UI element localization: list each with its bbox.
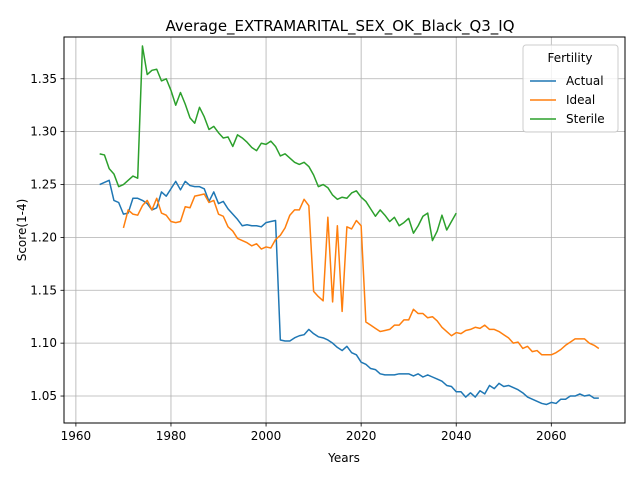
- x-axis-label: Years: [327, 451, 360, 465]
- x-tick-label: 2060: [536, 429, 567, 443]
- y-tick-label: 1.35: [30, 72, 57, 86]
- y-axis: 1.05 1.10 1.15 1.20 1.25 1.30 1.35: [30, 72, 64, 403]
- y-tick-label: 1.10: [30, 336, 57, 350]
- legend-label-actual: Actual: [566, 74, 604, 88]
- y-tick-label: 1.05: [30, 389, 57, 403]
- y-tick-label: 1.25: [30, 178, 57, 192]
- x-tick-label: 2000: [251, 429, 282, 443]
- legend-label-ideal: Ideal: [566, 93, 595, 107]
- x-axis: 1960 1980 2000 2020 2040 2060: [61, 423, 567, 443]
- legend-title: Fertility: [547, 51, 592, 65]
- legend-box: [522, 44, 619, 133]
- y-tick-label: 1.30: [30, 125, 57, 139]
- series-line-ideal: [122, 193, 600, 356]
- x-tick-label: 2040: [441, 429, 472, 443]
- series-line-actual: [99, 179, 599, 406]
- plot-frame: [63, 36, 626, 424]
- y-tick-label: 1.15: [30, 283, 57, 297]
- x-tick-label: 1980: [156, 429, 187, 443]
- grid: [64, 37, 625, 423]
- y-tick-label: 1.20: [30, 230, 57, 244]
- x-tick-label: 1960: [61, 429, 92, 443]
- chart-title: Average_EXTRAMARITAL_SEX_OK_Black_Q3_IQ: [165, 17, 514, 36]
- legend: Fertility Actual Ideal Sterile: [522, 44, 619, 133]
- x-tick-label: 2020: [346, 429, 377, 443]
- series-layer: [99, 45, 600, 406]
- y-axis-label: Score(1-4): [15, 199, 29, 262]
- legend-label-sterile: Sterile: [566, 112, 605, 126]
- series-line-sterile: [99, 45, 457, 242]
- legend-items: Actual Ideal Sterile: [530, 74, 605, 126]
